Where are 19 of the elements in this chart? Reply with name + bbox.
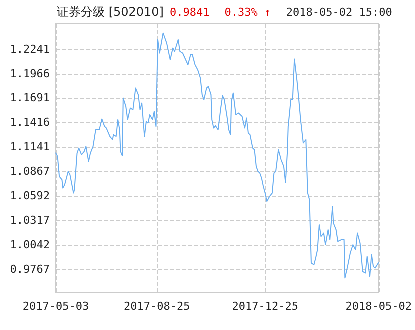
y-tick-label: 1.2241: [10, 42, 50, 56]
y-tick-label: 1.1416: [10, 116, 50, 130]
y-tick-label: 1.1141: [10, 140, 50, 154]
y-tick-label: 1.1966: [10, 67, 50, 80]
text: 0.9841: [170, 6, 210, 19]
y-tick-label: 1.0592: [10, 189, 50, 202]
chart-title: 证券分级 [502010]: [57, 5, 164, 19]
y-tick-label: 1.1691: [10, 92, 50, 105]
y-tick-label: 0.9767: [10, 262, 50, 276]
x-tick-label: 2017-12-25: [232, 300, 298, 313]
x-tick-label: 2017-05-03: [22, 300, 90, 313]
line-series: [56, 32, 380, 279]
text: 2018-05-02 15:00: [286, 6, 392, 19]
y-tick-label: 1.0867: [10, 164, 50, 178]
y-tick-label: 1.0042: [10, 238, 50, 252]
x-tick-label: 2017-08-25: [124, 300, 190, 313]
y-tick-label: 1.0317: [10, 214, 50, 227]
text: 0.33% ↑: [224, 6, 272, 19]
x-tick-label: 2018-05-02: [346, 300, 412, 313]
